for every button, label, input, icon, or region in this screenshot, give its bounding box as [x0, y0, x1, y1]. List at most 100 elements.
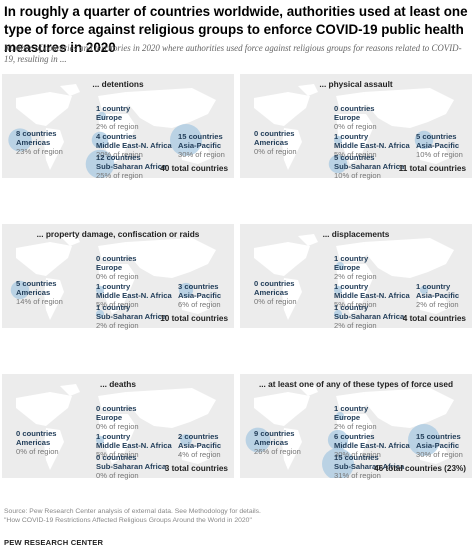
label-ssa: 1 country Sub-Saharan Africa 2% of region	[96, 303, 166, 330]
count-value: 5	[334, 153, 339, 162]
region-percent: 5% of region	[334, 150, 377, 159]
label-europe: 0 countries Europe 0% of region	[96, 404, 139, 431]
panel-physical-assault: ... physical assault 0 countries Europe 0% …	[240, 74, 472, 180]
region-percent: 14% of region	[16, 297, 63, 306]
region-name: Asia-Pacific	[178, 291, 222, 300]
count-line: 0 countries	[254, 129, 295, 138]
bubble-asia	[408, 424, 440, 456]
count-unit: countries	[420, 132, 457, 141]
region-name: Asia-Pacific	[416, 441, 460, 450]
count-value: 0	[254, 129, 259, 138]
count-line: 1 country	[96, 303, 130, 312]
world-map	[2, 224, 234, 328]
count-line: 15 countries	[178, 132, 223, 141]
count-unit: countries	[20, 429, 57, 438]
region-name: Middle East-N. Africa	[334, 141, 410, 150]
count-line: 9 countries	[254, 429, 295, 438]
count-line: 0 countries	[254, 279, 295, 288]
count-line: 1 country	[334, 303, 368, 312]
label-asia: 15 countries Asia-Pacific 30% of region	[416, 432, 463, 459]
count-unit: countries	[338, 432, 375, 441]
bubble-europe	[97, 111, 107, 121]
bubble-asia	[178, 282, 194, 298]
count-value: 3	[178, 282, 183, 291]
count-line: 1 country	[416, 282, 450, 291]
label-europe: 1 country Europe 2% of region	[334, 404, 377, 431]
label-mena: 4 countries Middle East-N. Africa 20% of r…	[96, 132, 172, 159]
label-ssa: 15 countries Sub-Saharan Africa 31% of reg…	[334, 453, 404, 480]
label-europe: 1 country Europe 2% of region	[334, 254, 377, 281]
region-percent: 0% of region	[254, 147, 297, 156]
label-americas: 9 countries Americas 26% of region	[254, 429, 301, 456]
label-americas: 0 countries Americas 0% of region	[16, 429, 59, 456]
region-percent: 2% of region	[416, 300, 459, 309]
label-ssa: 0 countries Sub-Saharan Africa 0% of regio…	[96, 453, 166, 480]
region-percent: 30% of region	[178, 150, 225, 159]
label-mena: 1 country Middle East-N. Africa 5% of regi…	[96, 432, 172, 459]
panel-total: 4 total countries	[402, 314, 466, 323]
count-line: 0 countries	[334, 104, 375, 113]
region-name: Europe	[96, 113, 123, 122]
count-line: 8 countries	[16, 129, 57, 138]
world-map	[240, 374, 472, 478]
bubble-europe	[335, 411, 345, 421]
panel-title: ... physical assault	[319, 79, 393, 89]
region-percent: 0% of region	[334, 122, 377, 131]
region-percent: 30% of region	[334, 450, 381, 459]
region-percent: 10% of region	[416, 150, 463, 159]
count-unit: country	[338, 132, 369, 141]
label-americas: 8 countries Americas 23% of region	[16, 129, 63, 156]
region-name: Americas	[254, 288, 289, 297]
count-value: 4	[96, 132, 101, 141]
region-name: Europe	[96, 263, 123, 272]
panel-deaths: ... deaths 0 countries Europe 0% of region 0…	[2, 374, 234, 480]
count-value: 1	[416, 282, 421, 291]
panel-property-damage: ... property damage, confiscation or rai…	[2, 224, 234, 330]
panel-total: 10 total countries	[160, 314, 228, 323]
bubble-asia	[419, 285, 429, 295]
panel-title: ... deaths	[100, 379, 136, 389]
region-percent: 23% of region	[16, 147, 63, 156]
count-value: 1	[334, 132, 339, 141]
source-note: Source: Pew Research Center analysis of …	[4, 507, 470, 525]
count-unit: countries	[100, 404, 137, 413]
panel-title: ... at least one of any of these types o…	[258, 379, 454, 389]
label-asia: 2 countries Asia-Pacific 4% of region	[178, 432, 221, 459]
label-mena: 6 countries Middle East-N. Africa 30% of r…	[334, 432, 410, 459]
count-value: 0	[254, 279, 259, 288]
panel-any-force: ... at least one of any of these types o…	[240, 374, 472, 480]
region-name: Middle East-N. Africa	[334, 291, 410, 300]
bubble-ssa	[322, 448, 354, 478]
count-unit: country	[100, 282, 131, 291]
region-percent: 6% of region	[178, 300, 221, 309]
count-value: 2	[178, 432, 183, 441]
count-line: 0 countries	[96, 453, 137, 462]
count-line: 1 country	[334, 282, 368, 291]
panel-total: 11 total countries	[398, 164, 466, 173]
region-percent: 2% of region	[334, 321, 377, 330]
count-unit: countries	[20, 279, 57, 288]
region-percent: 5% of region	[96, 300, 139, 309]
count-unit: countries	[338, 153, 375, 162]
count-unit: countries	[342, 453, 379, 462]
bubble-americas	[8, 128, 32, 152]
count-unit: countries	[258, 129, 295, 138]
bubble-americas	[10, 280, 30, 300]
count-value: 0	[96, 453, 101, 462]
region-name: Europe	[334, 263, 361, 272]
region-percent: 2% of region	[96, 122, 139, 131]
label-ssa: 5 countries Sub-Saharan Africa 10% of regi…	[334, 153, 404, 180]
bubble-asia	[170, 124, 202, 156]
count-line: 1 country	[96, 282, 130, 291]
world-map	[240, 224, 472, 328]
panel-title: ... property damage, confiscation or rai…	[36, 229, 200, 239]
count-line: 12 countries	[96, 153, 141, 162]
bubble-europe	[335, 261, 345, 271]
count-line: 1 country	[96, 432, 130, 441]
region-percent: 0% of region	[254, 297, 297, 306]
region-name: Europe	[334, 113, 361, 122]
bubble-mena	[91, 131, 109, 149]
source-line-1: Source: Pew Research Center analysis of …	[4, 508, 261, 515]
region-name: Sub-Saharan Africa	[96, 312, 167, 321]
source-line-2: "How COVID-19 Restrictions Affected Reli…	[4, 517, 252, 524]
